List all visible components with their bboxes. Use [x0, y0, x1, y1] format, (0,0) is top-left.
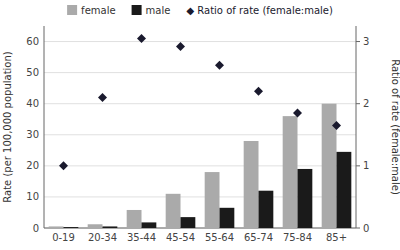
bar: [205, 172, 220, 228]
x-tick-label: 0-19: [52, 232, 75, 243]
y2-tick-label: 0: [363, 223, 369, 234]
x-tick-label: 75-84: [283, 232, 312, 243]
chart: 0 10 20 30 40 50 60 0 1 2 3 0-19 20-34 35-44 45-54 55-6…: [0, 0, 400, 250]
ratio-marker: [332, 121, 341, 130]
y-tick-label: 0: [33, 223, 39, 234]
bar: [259, 191, 274, 228]
legend-label: ◆ Ratio of rate (female:male): [186, 5, 333, 16]
legend-swatch: [67, 5, 77, 15]
ratio-marker: [176, 42, 185, 51]
legend-label: male: [146, 5, 171, 16]
bar: [49, 226, 64, 228]
y-tick-label: 30: [26, 129, 39, 140]
bar: [103, 226, 118, 228]
grid-line: [44, 165, 356, 166]
y2-tick-label: 3: [363, 36, 369, 47]
bar: [220, 208, 235, 228]
bar: [298, 169, 313, 228]
y2-tick-label: 1: [363, 160, 369, 171]
plot-data: [49, 34, 352, 228]
y-tick-label: 10: [26, 191, 39, 202]
y-tick-label: 20: [26, 160, 39, 171]
grid-line: [44, 134, 356, 135]
bar: [283, 116, 298, 228]
bar: [88, 224, 103, 228]
bar: [322, 104, 337, 228]
bar: [337, 152, 352, 228]
ratio-marker: [293, 109, 302, 118]
grid-line: [44, 72, 356, 73]
y-axis-label: Rate (per 100,000 population): [2, 51, 13, 203]
x-tick-label: 45-54: [166, 232, 195, 243]
bar: [181, 217, 196, 228]
x-tick-label: 65-74: [244, 232, 273, 243]
y2-tick: [356, 103, 360, 104]
x-tick-label: 35-44: [127, 232, 156, 243]
y-tick-label: 60: [26, 36, 39, 47]
legend: female male ◆ Ratio of rate (female:male): [67, 5, 333, 16]
x-tick-label: 85+: [326, 232, 347, 243]
y2-tick: [356, 165, 360, 166]
legend-swatch: [132, 5, 142, 15]
grid-line: [44, 41, 356, 42]
bar: [64, 227, 79, 228]
y2-tick-label: 2: [363, 98, 369, 109]
grid: [44, 42, 356, 228]
y2-tick: [356, 41, 360, 42]
x-tick-label: 20-34: [88, 232, 117, 243]
bar: [127, 210, 142, 228]
bar: [244, 141, 259, 228]
y2-axis-label: Ratio of rate (female:male): [390, 59, 400, 195]
legend-label: female: [81, 5, 115, 16]
x-tick-label: 55-64: [205, 232, 234, 243]
ratio-marker: [137, 34, 146, 43]
bar: [166, 194, 181, 228]
ratio-marker: [254, 87, 263, 96]
ratio-marker: [215, 61, 224, 70]
ratio-marker: [98, 93, 107, 102]
axes: 0 10 20 30 40 50 60 0 1 2 3 0-19 20-34 35-44 45-54 55-6…: [26, 26, 369, 243]
bar: [142, 222, 157, 228]
ratio-marker: [59, 161, 68, 170]
y2-tick: [356, 228, 360, 229]
grid-line: [44, 103, 356, 104]
y-tick-label: 40: [26, 98, 39, 109]
y-axis-line: [44, 26, 45, 228]
y2-axis-line: [356, 26, 357, 228]
y-tick-label: 50: [26, 67, 39, 78]
